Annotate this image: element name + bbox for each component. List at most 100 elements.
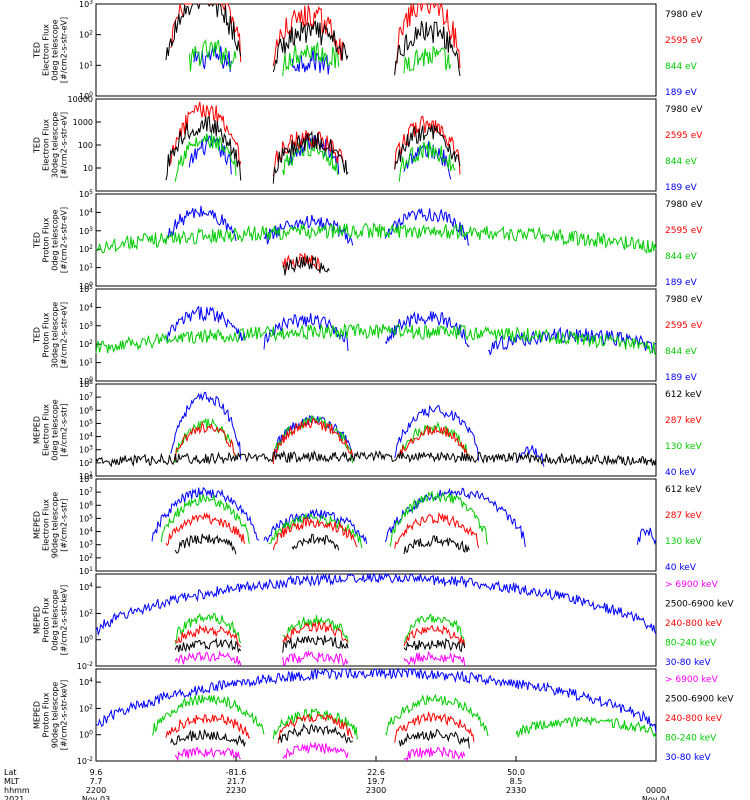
series-trace [272,515,358,551]
series-trace [282,649,349,667]
legend-entry: 40 keV [665,563,697,573]
panel-frame [95,288,657,382]
series-612-kev [174,533,470,555]
series-trace [95,222,657,254]
series-trace [277,713,354,744]
panel-3: 100 101 102 103 104 105 TEDProton Flux0deg tel… [33,189,704,291]
panel-frame [95,3,657,97]
y-tick-label: 102 [79,608,93,618]
series-7980-ev [165,3,461,77]
y-tick-label: 102 [79,553,93,563]
series-844-ev [188,38,452,76]
legend-entry: 612 keV [665,390,702,400]
series-287-kev [165,511,480,551]
legend-entry: 844 eV [665,62,698,72]
series-trace [272,130,344,177]
series-30-80-kev [95,667,657,733]
legend-entry: 30-80 keV [665,753,711,763]
legend-entry: 7980 eV [665,295,703,305]
series-trace [165,305,246,342]
panel-frame [95,383,657,477]
legend-entry: 189 eV [665,373,698,383]
series-trace [272,20,349,73]
series-trace [174,421,237,460]
y-tick-label: 102 [79,30,93,40]
series-trace [384,208,470,246]
x-row-label: 2021 [4,795,24,800]
x-row-label: MLT [4,777,19,786]
y-tick-label: 102 [79,339,93,349]
y-tick-label: 100 [79,730,93,740]
x-row-label: hhmm [4,786,30,795]
x-tick-label: 2200 [86,786,106,795]
series-trace [394,711,475,743]
series-844-ev [174,133,456,182]
panel-8: 10-2 100 102 104 MEPEDProton Flux90deg teles… [33,667,734,766]
series-trace [170,391,242,460]
panel-frame [95,193,657,287]
series-189-ev [165,205,470,246]
y-tick-label: 101 [79,471,93,481]
legend-entry: 40 keV [665,468,697,478]
series-trace [398,728,470,749]
y-tick-label: 102 [79,703,93,713]
series-trace [263,214,354,246]
y-tick-label: 104 [79,582,93,592]
series-trace [394,124,461,169]
series-trace [403,637,466,653]
series-trace [403,535,470,555]
y-tick-label: 104 [79,207,93,217]
legend-entry: 130 keV [665,537,702,547]
y-tick-label: 101 [79,263,93,273]
y-tick-label: 10000 [68,95,93,104]
y-tick-label: 102 [79,244,93,254]
y-tick-label: 101 [79,60,93,70]
series-trace [188,135,232,175]
legend-entry: > 6900 keV [665,675,719,685]
panel-1: 100 101 102 103 TEDElectron Flux0deg telesco… [33,0,704,101]
y-axis-label: TEDProton Flux30deg telescope[#/cm2-s-st… [33,302,69,369]
legend-entry: 2500-6900 keV [665,600,734,610]
legend-entry: > 6900 keV [665,580,719,590]
series-612-kev [95,450,657,468]
series-trace [277,722,353,745]
y-tick-label: 101 [79,358,93,368]
series-trace [174,133,237,182]
series-trace [636,527,657,545]
y-tick-label: 107 [79,487,93,497]
y-tick-label: 104 [79,527,93,537]
series-trace [95,667,657,733]
legend-entry: 7980 eV [665,10,703,20]
x-tick-label: Nov 04 [642,795,670,800]
legend-entry: 189 eV [665,278,698,288]
series-trace [403,651,466,667]
series-trace [403,613,466,645]
series-trace [272,130,349,184]
series-trace [165,115,242,181]
legend-entry: 240-800 keV [665,714,723,724]
x-tick-label: 2330 [506,786,526,795]
series--6900-kev [174,649,466,667]
y-tick-label: 103 [79,0,93,9]
y-axis-label: MEPEDElectron Flux0deg telescope[#/cm2-s… [33,399,69,460]
series-2500-6900-kev [174,635,466,654]
series-844-ev [95,222,657,254]
legend-entry: 7980 eV [665,200,703,210]
x-tick-label: 21.7 [227,777,245,786]
y-tick-label: 104 [79,302,93,312]
legend-entry: 2595 eV [665,226,703,236]
series-trace [95,450,657,468]
series-trace [389,490,489,547]
y-tick-label: 103 [79,321,93,331]
legend-entry: 612 keV [665,485,702,495]
y-tick-label: 100 [79,91,93,101]
series-trace [282,255,330,276]
series-trace [263,508,368,544]
series-trace [394,115,461,175]
panel-4: 100 101 102 103 104 105 TEDProton Flux30deg te… [33,284,704,386]
series-287-kev [174,417,470,465]
legend-entry: 2595 eV [665,36,703,46]
y-axis-label: MEPEDProton Flux90deg telescope[#/cm2-s-… [33,680,69,751]
